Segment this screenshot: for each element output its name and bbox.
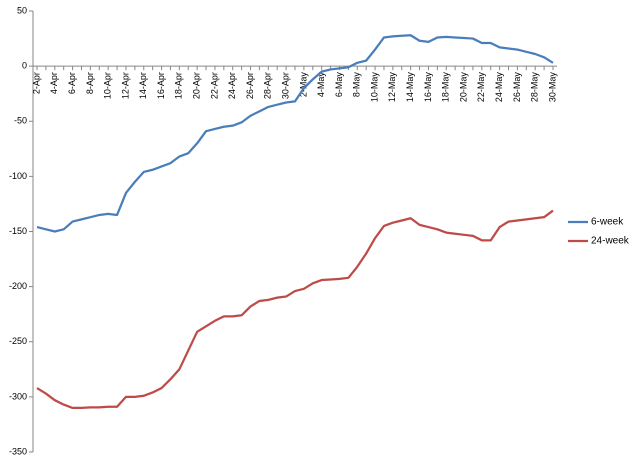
x-tick-label: 8-Apr [85,72,95,94]
y-tick-label: -150 [9,226,27,236]
y-tick-label: -200 [9,281,27,291]
x-tick-label: 8-May [352,72,362,98]
x-tick-label: 2-May [298,72,308,98]
x-tick-label: 26-May [512,72,522,103]
legend-label: 6-week [591,217,624,228]
x-tick-label: 28-May [530,72,540,103]
series-line [36,34,554,233]
x-tick-label: 4-Apr [49,72,59,94]
x-tick-label: 20-Apr [192,72,202,99]
x-tick-label: 16-Apr [156,72,166,99]
x-tick-label: 14-Apr [138,72,148,99]
x-tick-label: 22-May [476,72,486,103]
y-tick-label: 50 [17,5,27,15]
x-tick-label: 6-May [334,72,344,98]
y-tick-label: 0 [22,61,27,71]
x-tick-label: 16-May [423,72,433,103]
x-tick-label: 30-May [547,72,557,103]
x-tick-label: 22-Apr [209,72,219,99]
x-tick-label: 18-May [441,72,451,103]
x-tick-label: 6-Apr [67,72,77,94]
x-tick-label: 30-Apr [280,72,290,99]
series-line [36,209,554,410]
x-tick-label: 28-Apr [263,72,273,99]
x-tick-label: 20-May [458,72,468,103]
x-tick-label: 4-May [316,72,326,98]
y-tick-label: -350 [9,446,27,456]
y-tick-label: -300 [9,391,27,401]
y-tick-label: -250 [9,336,27,346]
y-tick-label: -50 [14,116,27,126]
x-tick-label: 24-Apr [227,72,237,99]
x-tick-label: 14-May [405,72,415,103]
x-tick-label: 12-May [387,72,397,103]
x-tick-label: 2-Apr [31,72,41,94]
x-tick-label: 24-May [494,72,504,103]
y-tick-label: -100 [9,171,27,181]
legend-label: 24-week [591,236,630,247]
x-tick-label: 10-May [369,72,379,103]
x-tick-label: 26-Apr [245,72,255,99]
x-tick-label: 10-Apr [103,72,113,99]
x-tick-label: 12-Apr [120,72,130,99]
x-tick-label: 18-Apr [174,72,184,99]
